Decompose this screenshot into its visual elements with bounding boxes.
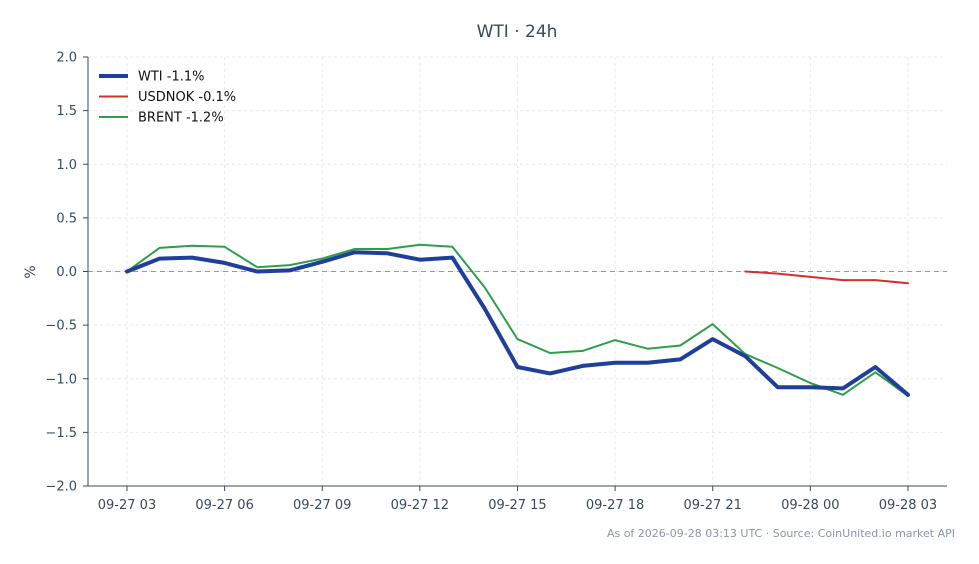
x-tick-label: 09-27 18 <box>586 498 644 513</box>
y-tick-label: −2.0 <box>45 480 77 495</box>
series-line-wti <box>125 250 910 397</box>
y-tick-label: 1.5 <box>56 104 77 119</box>
legend-label: BRENT -1.2% <box>138 111 224 126</box>
y-axis-label: % <box>23 265 39 278</box>
x-tick-label: 09-28 00 <box>781 498 839 513</box>
x-tick-label: 09-28 03 <box>879 498 937 513</box>
y-tick-label: −0.5 <box>45 319 77 334</box>
x-tick-label: 09-27 03 <box>98 498 156 513</box>
legend-label: WTI -1.1% <box>138 70 204 85</box>
y-tick-label: 0.5 <box>56 211 77 226</box>
x-tick-label: 09-27 15 <box>488 498 546 513</box>
y-tick-label: 2.0 <box>56 51 77 66</box>
x-tick-label: 09-27 21 <box>683 498 741 513</box>
y-tick-label: 0.0 <box>56 265 77 280</box>
axes-layer: −2.0 −1.5 −1.0 −0.5 0.0 0.5 1.0 1.5 2.0 09-27 03 0… <box>45 51 947 513</box>
x-tick-label: 09-27 06 <box>195 498 253 513</box>
series-line-brent <box>126 243 909 397</box>
series-line-usdnok <box>744 270 909 285</box>
x-tick-label: 09-27 09 <box>293 498 351 513</box>
y-tick-label: −1.0 <box>45 372 77 387</box>
legend: WTI -1.1% USDNOK -0.1% BRENT -1.2% <box>99 70 236 126</box>
series-layer <box>125 243 910 397</box>
legend-label: USDNOK -0.1% <box>138 90 236 105</box>
x-tick-label: 09-27 12 <box>391 498 449 513</box>
footer-note: As of 2026-09-28 03:13 UTC · Source: Coi… <box>607 527 955 540</box>
chart-title: WTI · 24h <box>477 22 558 42</box>
y-tick-label: 1.0 <box>56 158 77 173</box>
y-tick-label: −1.5 <box>45 426 77 441</box>
